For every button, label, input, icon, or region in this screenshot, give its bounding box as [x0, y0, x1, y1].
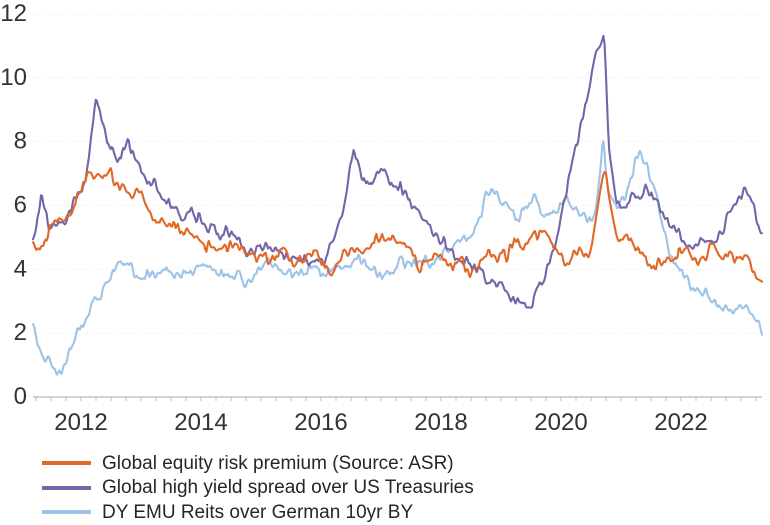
svg-text:10: 10 — [0, 64, 27, 91]
svg-text:2014: 2014 — [174, 409, 227, 436]
svg-text:2020: 2020 — [534, 409, 587, 436]
svg-text:12: 12 — [0, 0, 27, 27]
svg-text:6: 6 — [14, 192, 27, 219]
svg-text:8: 8 — [14, 128, 27, 155]
svg-text:2012: 2012 — [54, 409, 107, 436]
svg-text:2016: 2016 — [294, 409, 347, 436]
svg-text:2: 2 — [14, 319, 27, 346]
svg-text:2018: 2018 — [414, 409, 467, 436]
svg-text:0: 0 — [14, 383, 27, 410]
svg-text:2022: 2022 — [654, 409, 707, 436]
svg-text:4: 4 — [14, 255, 27, 282]
